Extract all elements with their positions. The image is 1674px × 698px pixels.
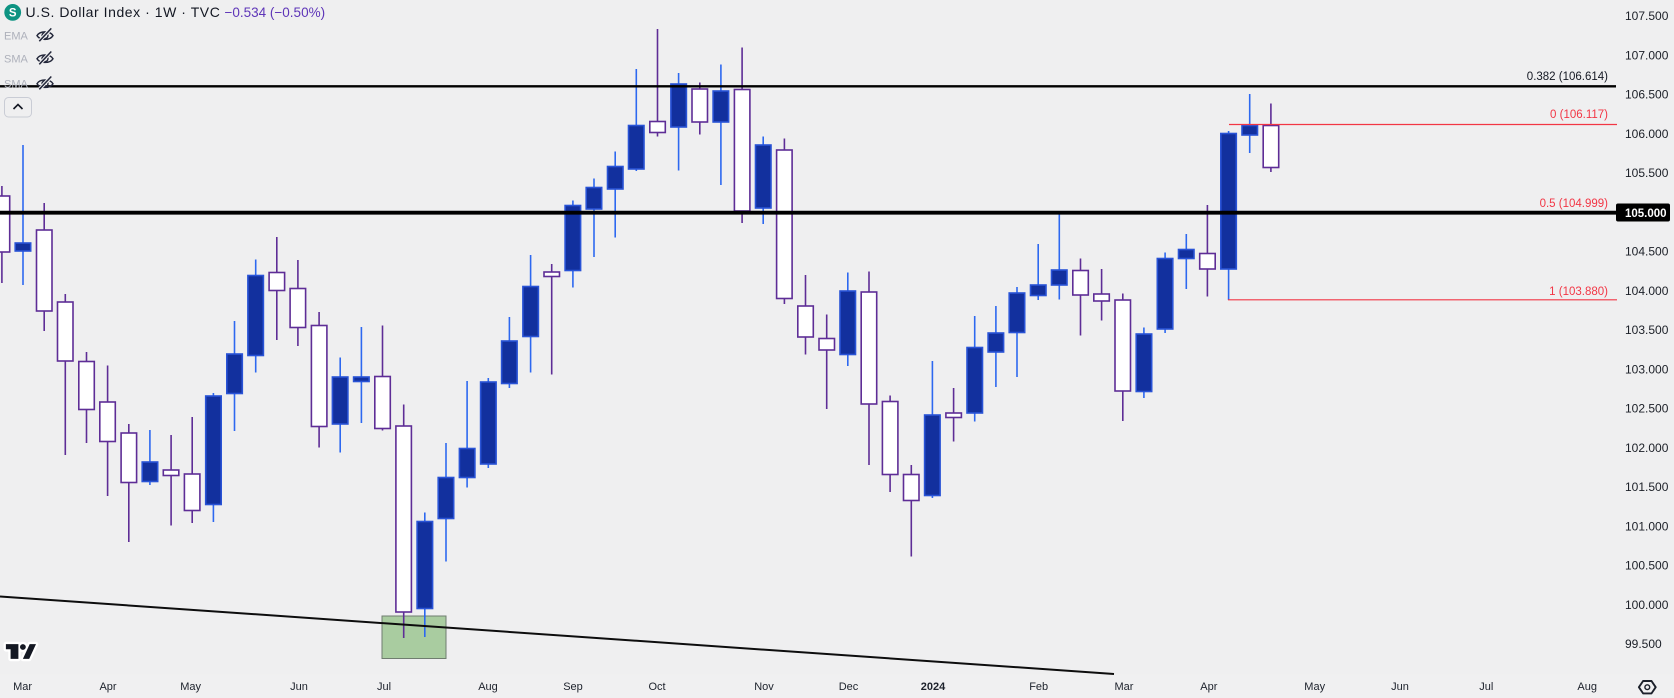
svg-text:99.500: 99.500 (1625, 637, 1662, 651)
svg-text:Jun: Jun (1391, 681, 1409, 693)
svg-text:Aug: Aug (1577, 681, 1597, 693)
svg-text:Jul: Jul (377, 681, 391, 693)
svg-text:Mar: Mar (13, 681, 32, 693)
svg-text:2024: 2024 (921, 681, 946, 693)
svg-text:Jul: Jul (1479, 681, 1493, 693)
svg-text:1 (103.880): 1 (103.880) (1549, 286, 1608, 298)
svg-text:May: May (180, 681, 201, 693)
svg-text:SMA: SMA (4, 54, 29, 66)
svg-text:102.500: 102.500 (1625, 402, 1669, 416)
svg-text:102.000: 102.000 (1625, 441, 1669, 455)
svg-text:SMA: SMA (4, 79, 29, 91)
svg-text:100.500: 100.500 (1625, 559, 1669, 573)
svg-text:Feb: Feb (1029, 681, 1048, 693)
svg-text:0 (106.117): 0 (106.117) (1550, 109, 1608, 121)
svg-text:EMA: EMA (4, 31, 29, 43)
svg-text:104.500: 104.500 (1625, 245, 1669, 259)
svg-text:105.000: 105.000 (1625, 208, 1667, 220)
svg-text:Apr: Apr (1200, 681, 1217, 693)
svg-text:Oct: Oct (648, 681, 665, 693)
svg-text:107.500: 107.500 (1625, 9, 1669, 23)
svg-text:Apr: Apr (99, 681, 116, 693)
svg-text:106.500: 106.500 (1625, 88, 1669, 102)
svg-text:Mar: Mar (1115, 681, 1134, 693)
svg-text:0.5 (104.999): 0.5 (104.999) (1540, 198, 1609, 210)
svg-text:107.000: 107.000 (1625, 49, 1669, 63)
svg-text:Sep: Sep (563, 681, 583, 693)
svg-text:106.000: 106.000 (1625, 127, 1669, 141)
svg-text:Jun: Jun (290, 681, 308, 693)
svg-text:105.500: 105.500 (1625, 166, 1669, 180)
svg-text:101.000: 101.000 (1625, 520, 1669, 534)
svg-text:103.500: 103.500 (1625, 323, 1669, 337)
svg-text:Nov: Nov (754, 681, 774, 693)
svg-text:May: May (1304, 681, 1325, 693)
svg-text:−0.534 (−0.50%): −0.534 (−0.50%) (225, 5, 326, 20)
svg-text:Aug: Aug (478, 681, 498, 693)
svg-text:Dec: Dec (839, 681, 859, 693)
svg-text:104.000: 104.000 (1625, 284, 1669, 298)
svg-text:0.382 (106.614): 0.382 (106.614) (1527, 71, 1608, 83)
svg-text:S: S (9, 8, 17, 20)
svg-text:103.000: 103.000 (1625, 362, 1669, 376)
svg-text:101.500: 101.500 (1625, 480, 1669, 494)
svg-text:U.S. Dollar Index · 1W · TVC: U.S. Dollar Index · 1W · TVC (26, 4, 221, 20)
svg-text:100.000: 100.000 (1625, 598, 1669, 612)
